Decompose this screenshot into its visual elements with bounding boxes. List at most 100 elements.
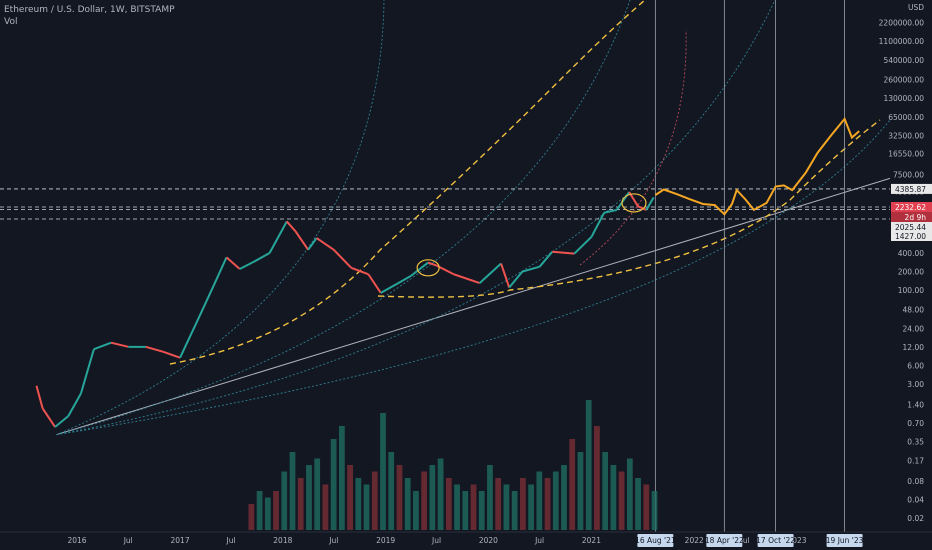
price-segment[interactable] — [145, 345, 164, 353]
volume-bar[interactable] — [585, 400, 592, 530]
date-marker-box[interactable] — [706, 534, 743, 547]
volume-bar[interactable] — [519, 478, 526, 530]
price-segment[interactable] — [67, 392, 82, 417]
volume-bar[interactable] — [561, 465, 567, 530]
date-marker-box[interactable] — [637, 534, 674, 547]
volume-bar[interactable] — [297, 478, 304, 530]
volume-bar[interactable] — [388, 452, 395, 530]
parabolic-curve-lower[interactable] — [377, 119, 881, 298]
price-label-box[interactable] — [891, 201, 932, 212]
volume-bar[interactable] — [569, 439, 576, 530]
volume-bar[interactable] — [552, 471, 559, 531]
volume-bar[interactable] — [289, 452, 296, 530]
price-segment[interactable] — [225, 256, 241, 270]
price-segment[interactable] — [603, 208, 618, 214]
price-segment[interactable] — [478, 262, 502, 284]
volume-bar[interactable] — [544, 478, 551, 530]
price-segment[interactable] — [162, 350, 181, 359]
volume-bar[interactable] — [281, 471, 288, 531]
price-segment[interactable] — [333, 249, 352, 269]
volume-bar[interactable] — [330, 439, 337, 530]
price-segment[interactable] — [307, 237, 318, 251]
price-segment[interactable] — [54, 415, 69, 428]
volume-bar[interactable] — [610, 465, 617, 530]
fan-curve-4[interactable] — [56, 119, 891, 436]
volume-bar[interactable] — [322, 484, 329, 531]
price-segment[interactable] — [212, 256, 228, 286]
volume-bar[interactable] — [495, 478, 502, 530]
volume-bar[interactable] — [306, 465, 312, 530]
price-segment[interactable] — [350, 266, 369, 276]
projection-path[interactable] — [654, 116, 860, 216]
price-segment[interactable] — [552, 250, 575, 255]
volume-bar[interactable] — [594, 426, 600, 530]
volume-bar[interactable] — [429, 465, 436, 530]
volume-bar[interactable] — [396, 465, 403, 530]
price-segment[interactable] — [427, 261, 437, 267]
volume-bar[interactable] — [445, 478, 452, 530]
volume-bar[interactable] — [503, 484, 510, 531]
volume-bar[interactable] — [404, 478, 411, 530]
price-segment[interactable] — [239, 261, 253, 270]
price-segment[interactable] — [110, 341, 129, 348]
price-segment[interactable] — [508, 270, 524, 289]
volume-bar[interactable] — [421, 471, 428, 531]
volume-bar[interactable] — [643, 484, 650, 531]
volume-bar[interactable] — [380, 413, 386, 530]
volume-bar[interactable] — [626, 458, 633, 531]
price-segment[interactable] — [35, 385, 44, 409]
fan-curve-1[interactable] — [56, 0, 385, 436]
symbol-title[interactable]: Ethereum / U.S. Dollar, 1W, BITSTAMP — [4, 5, 175, 15]
volume-bar[interactable] — [248, 504, 255, 530]
volume-bar[interactable] — [602, 452, 609, 530]
volume-bar[interactable] — [371, 471, 378, 531]
volume-bar[interactable] — [462, 491, 469, 530]
parabolic-curve-upper[interactable] — [169, 0, 646, 365]
price-segment[interactable] — [41, 407, 56, 428]
price-segment[interactable] — [380, 282, 399, 294]
volume-indicator-label[interactable]: Vol — [4, 17, 18, 27]
volume-bar[interactable] — [470, 484, 477, 531]
price-segment[interactable] — [590, 212, 606, 238]
price-segment[interactable] — [645, 196, 655, 211]
volume-bar[interactable] — [651, 491, 658, 530]
price-label-box[interactable] — [891, 183, 932, 194]
volume-bar[interactable] — [478, 491, 485, 530]
volume-bar[interactable] — [413, 491, 419, 530]
volume-bar[interactable] — [618, 471, 625, 531]
volume-bar[interactable] — [355, 478, 362, 530]
trendline-solid[interactable] — [56, 177, 891, 436]
volume-bar[interactable] — [437, 458, 444, 531]
highlight-ellipse-1[interactable] — [416, 259, 440, 277]
volume-bar[interactable] — [338, 426, 345, 530]
price-segment[interactable] — [397, 275, 412, 284]
price-segment[interactable] — [286, 220, 297, 232]
price-segment[interactable] — [367, 273, 382, 294]
highlight-ellipse-2[interactable] — [621, 193, 647, 213]
volume-bar[interactable] — [635, 478, 641, 530]
volume-bar[interactable] — [264, 497, 271, 531]
price-segment[interactable] — [522, 265, 540, 273]
price-segment[interactable] — [637, 205, 647, 211]
price-segment[interactable] — [538, 251, 554, 268]
volume-bar[interactable] — [347, 465, 353, 530]
price-segment[interactable] — [410, 261, 429, 277]
price-label-box[interactable] — [891, 230, 932, 241]
volume-bar[interactable] — [314, 458, 321, 531]
price-segment[interactable] — [251, 252, 271, 264]
price-segment[interactable] — [500, 263, 511, 288]
date-marker-box[interactable] — [826, 534, 863, 547]
volume-bar[interactable] — [273, 491, 279, 530]
volume-bar[interactable] — [454, 484, 460, 531]
volume-bar[interactable] — [536, 471, 543, 531]
price-label-box[interactable] — [891, 221, 932, 232]
volume-bar[interactable] — [511, 491, 518, 530]
price-segment[interactable] — [573, 236, 593, 255]
price-segment[interactable] — [268, 220, 288, 254]
fan-curve-2[interactable] — [56, 0, 631, 436]
price-segment[interactable] — [316, 237, 335, 251]
price-segment[interactable] — [195, 284, 215, 323]
price-segment[interactable] — [453, 273, 480, 285]
